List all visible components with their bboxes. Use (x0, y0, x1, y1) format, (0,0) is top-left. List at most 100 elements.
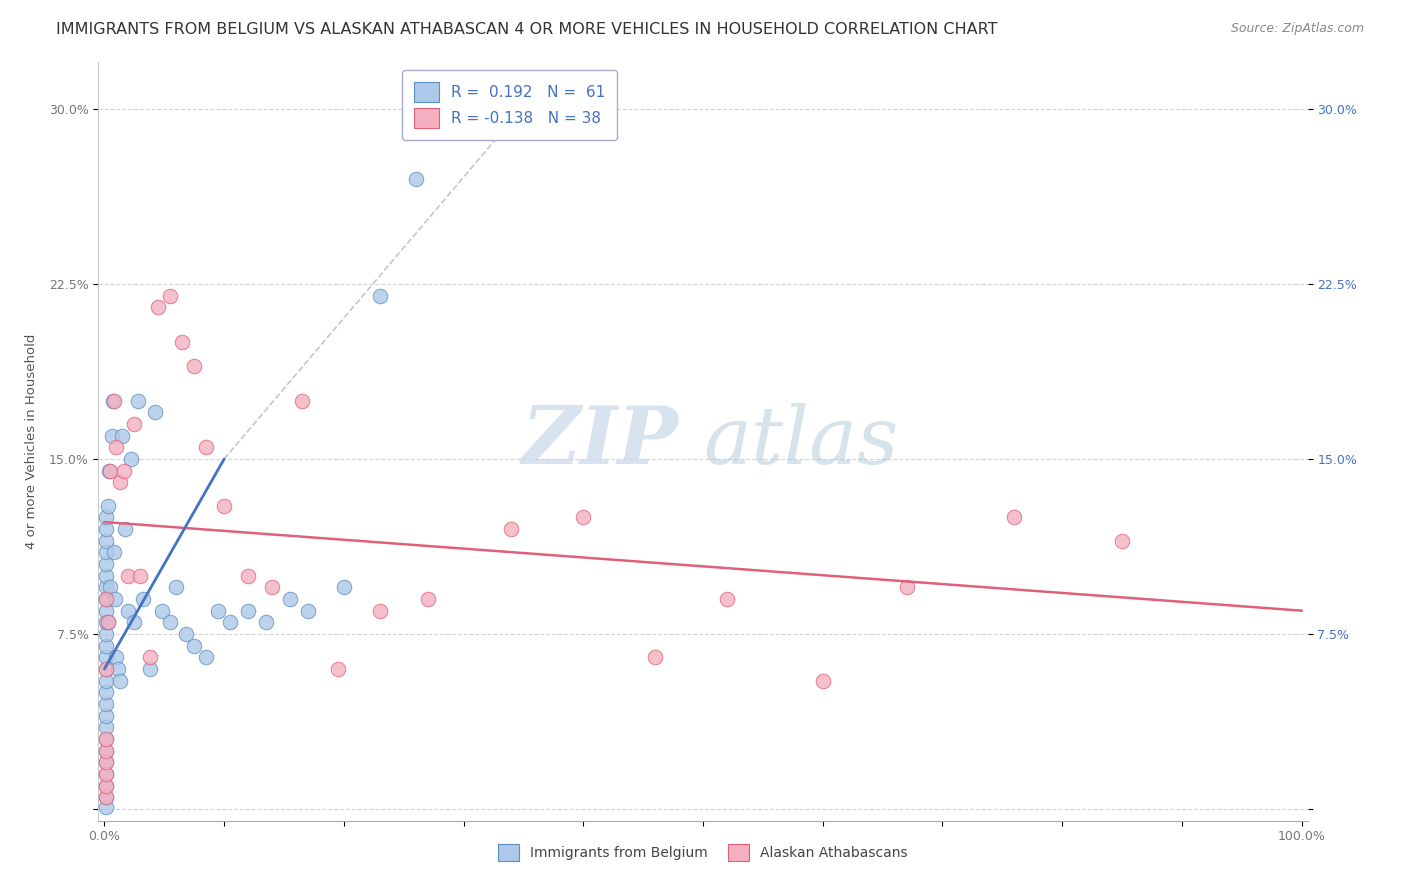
Point (254, 615, 277, 630)
Point (183, 639, 205, 653)
Point (94, 779, 117, 793)
Point (94, 790, 117, 805)
Point (114, 522, 136, 536)
Point (139, 650, 162, 665)
Point (260, 580, 283, 594)
Point (101, 393, 124, 408)
Point (100, 464, 122, 478)
Point (94, 779, 117, 793)
Point (94, 510, 117, 524)
Point (236, 568, 259, 582)
Point (278, 592, 301, 607)
Point (896, 580, 918, 594)
Point (212, 499, 235, 513)
Point (94, 756, 117, 770)
Point (94, 731, 117, 746)
Point (94, 799, 117, 814)
Point (183, 359, 205, 373)
Point (165, 580, 187, 594)
Point (174, 627, 197, 641)
Point (143, 405, 166, 419)
Point (94, 592, 117, 607)
Y-axis label: 4 or more Vehicles in Household: 4 or more Vehicles in Household (25, 334, 38, 549)
Point (94, 731, 117, 746)
Point (112, 464, 135, 478)
Point (94, 592, 117, 607)
Point (326, 662, 349, 676)
Point (159, 289, 181, 303)
Point (94, 662, 117, 676)
Point (416, 592, 439, 607)
Point (94, 790, 117, 805)
Text: ZIP: ZIP (522, 403, 679, 480)
Point (97, 499, 120, 513)
Point (644, 650, 666, 665)
Point (94, 627, 117, 641)
Point (94, 662, 117, 676)
Point (97, 615, 120, 630)
Point (94, 697, 117, 711)
Point (117, 568, 139, 582)
Point (150, 604, 173, 618)
Point (501, 522, 523, 536)
Point (94, 604, 117, 618)
Point (94, 756, 117, 770)
Text: Source: ZipAtlas.com: Source: ZipAtlas.com (1230, 22, 1364, 36)
Point (94, 533, 117, 548)
Point (368, 604, 391, 618)
Point (98, 464, 121, 478)
Point (94, 580, 117, 594)
Point (127, 393, 149, 408)
Point (716, 592, 738, 607)
Text: IMMIGRANTS FROM BELGIUM VS ALASKAN ATHABASCAN 4 OR MORE VEHICLES IN HOUSEHOLD CO: IMMIGRANTS FROM BELGIUM VS ALASKAN ATHAB… (56, 22, 998, 37)
Point (195, 441, 218, 455)
Point (124, 417, 146, 431)
Point (94, 568, 117, 582)
Point (94, 744, 117, 758)
Point (94, 767, 117, 781)
Point (103, 393, 125, 408)
Point (297, 604, 319, 618)
Point (1111, 533, 1133, 548)
Point (108, 673, 131, 688)
Point (97, 615, 120, 630)
Point (100, 580, 122, 594)
Point (132, 592, 155, 607)
Point (572, 510, 595, 524)
Point (94, 615, 117, 630)
Point (124, 615, 146, 630)
Point (291, 393, 314, 408)
Point (94, 720, 117, 734)
Point (94, 545, 117, 559)
Point (159, 615, 181, 630)
Point (94, 708, 117, 723)
Point (105, 441, 128, 455)
Point (107, 662, 129, 676)
Point (94, 650, 117, 665)
Point (129, 568, 152, 582)
Point (94, 522, 117, 536)
Point (94, 557, 117, 571)
Point (811, 673, 834, 688)
Point (104, 592, 127, 607)
Point (120, 452, 142, 467)
Point (1002, 510, 1025, 524)
Point (207, 604, 229, 618)
Point (195, 650, 218, 665)
Legend: Immigrants from Belgium, Alaskan Athabascans: Immigrants from Belgium, Alaskan Athabas… (492, 838, 914, 867)
Point (405, 172, 427, 186)
Point (111, 428, 134, 442)
Text: atlas: atlas (703, 403, 898, 480)
Point (148, 301, 170, 315)
Point (333, 580, 356, 594)
Point (139, 662, 162, 676)
Point (94, 639, 117, 653)
Point (100, 428, 122, 442)
Point (94, 685, 117, 699)
Point (368, 289, 391, 303)
Point (117, 604, 139, 618)
Point (105, 650, 128, 665)
Point (172, 335, 194, 350)
Point (108, 475, 131, 490)
Point (94, 744, 117, 758)
